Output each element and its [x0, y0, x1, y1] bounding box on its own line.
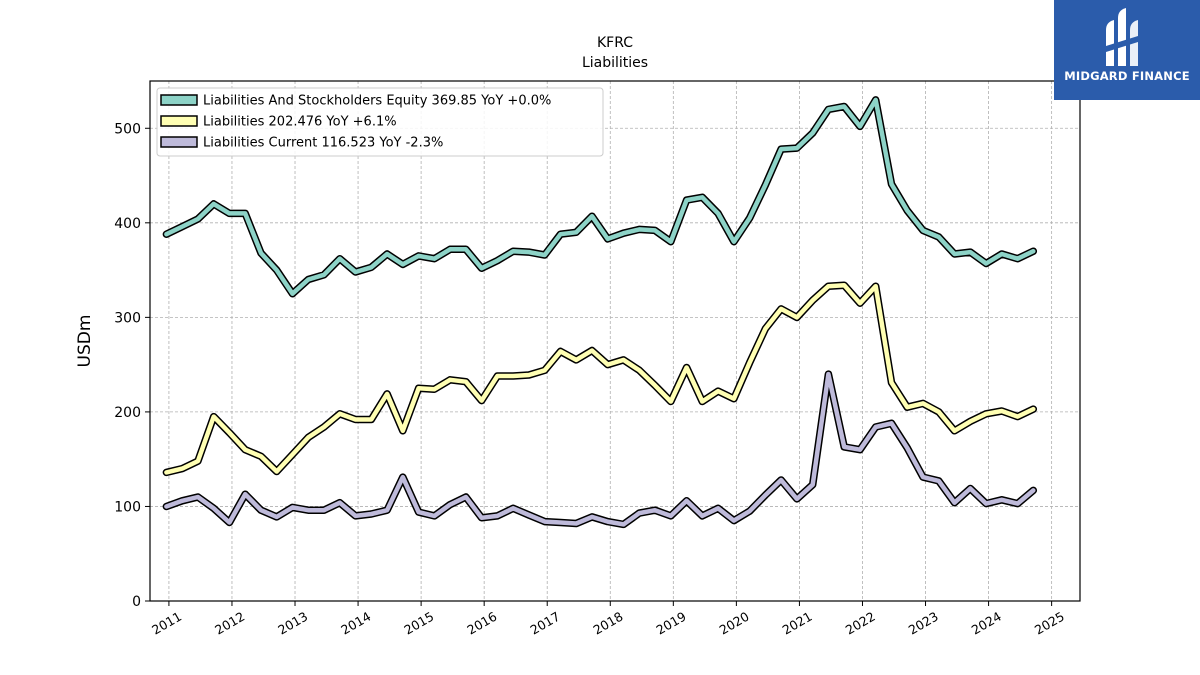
x-tick-label: 2023	[906, 609, 941, 638]
y-tick-label: 300	[114, 310, 141, 326]
x-tick-label: 2018	[590, 609, 625, 638]
chart-subtitle: Liabilities	[582, 55, 648, 71]
chart-title: KFRC	[597, 35, 633, 51]
legend-item: Liabilities 202.476 YoY +6.1%	[160, 115, 397, 130]
logo-icon	[1106, 8, 1138, 66]
x-tick-label: 2016	[464, 609, 499, 638]
axis-ticks: 0 100 200 300 400 500 2011 2012 2013 2014 2015 2016…	[114, 121, 1067, 637]
y-tick-label: 0	[132, 594, 141, 610]
x-tick-label: 2022	[843, 609, 878, 638]
logo-text: MIDGARD FINANCE	[1064, 69, 1190, 83]
series-lines	[162, 96, 1038, 529]
y-tick-label: 400	[114, 216, 141, 232]
series-2	[162, 370, 1038, 529]
x-tick-label: 2017	[527, 609, 562, 638]
x-tick-label: 2013	[275, 609, 310, 638]
series-1	[162, 281, 1038, 477]
series-line	[164, 97, 1036, 296]
x-tick-label: 2021	[780, 609, 815, 638]
x-tick-label: 2019	[654, 609, 689, 638]
x-tick-label: 2012	[212, 609, 247, 638]
y-tick-label: 200	[114, 405, 141, 421]
plot-frame	[149, 80, 1081, 602]
x-tick-label: 2024	[969, 609, 1004, 638]
legend-label: Liabilities Current 116.523 YoY -2.3%	[203, 136, 443, 151]
legend-swatch	[160, 115, 198, 127]
series-line	[164, 282, 1036, 475]
y-tick-label: 500	[114, 121, 141, 137]
legend-item: Liabilities And Stockholders Equity 369.…	[160, 94, 551, 109]
legend-swatch	[160, 94, 198, 106]
x-tick-label: 2011	[149, 609, 184, 638]
y-axis-label: USDm	[75, 315, 95, 368]
legend-label: Liabilities 202.476 YoY +6.1%	[203, 115, 397, 130]
x-tick-label: 2020	[717, 609, 752, 638]
series-0	[162, 96, 1038, 298]
brand-logo: MIDGARD FINANCE	[1054, 0, 1200, 100]
x-tick-label: 2025	[1032, 609, 1067, 638]
y-tick-label: 100	[114, 499, 141, 515]
legend: Liabilities And Stockholders Equity 369.…	[156, 87, 604, 157]
series-line	[164, 371, 1036, 527]
x-tick-label: 2015	[401, 609, 436, 638]
legend-item: Liabilities Current 116.523 YoY -2.3%	[160, 136, 443, 151]
legend-label: Liabilities And Stockholders Equity 369.…	[203, 94, 551, 109]
x-tick-label: 2014	[338, 609, 373, 638]
legend-box	[156, 87, 604, 157]
legend-swatch	[160, 136, 198, 148]
